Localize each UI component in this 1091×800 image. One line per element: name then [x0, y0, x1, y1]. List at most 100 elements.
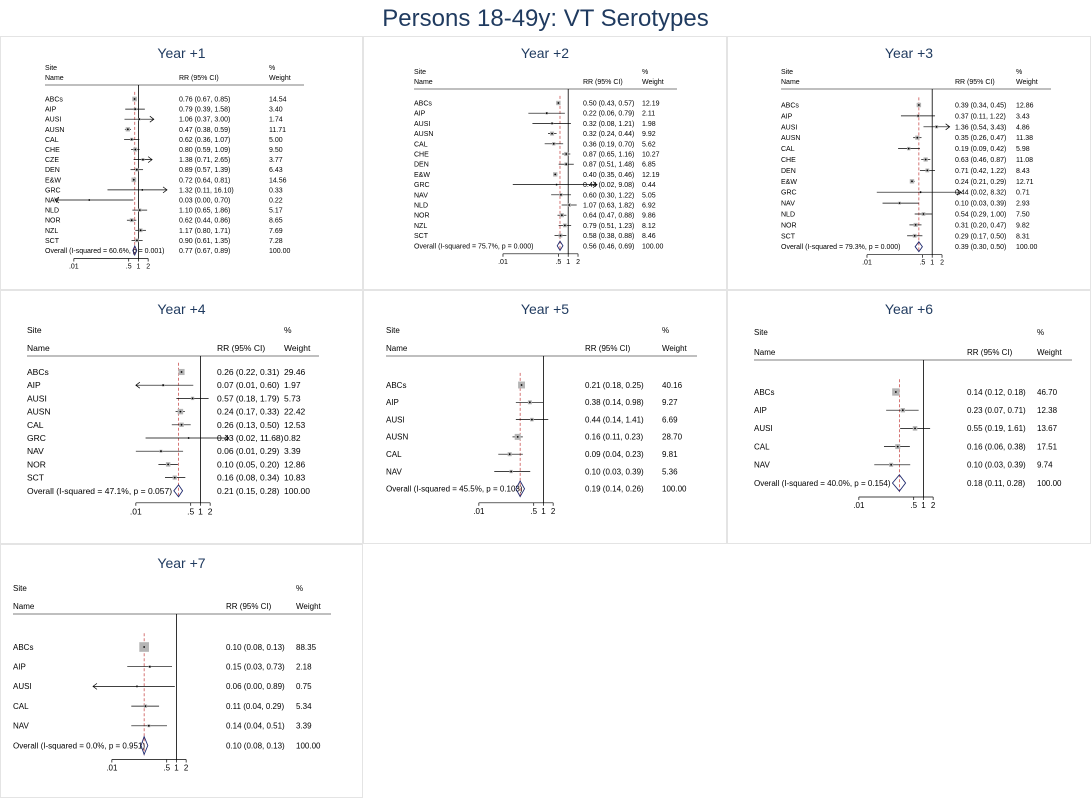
weight-text: 1.97 — [284, 380, 301, 390]
point-estimate — [896, 445, 899, 448]
site-label: CAL — [45, 137, 59, 144]
rr-ci-text: 1.07 (0.63, 1.82) — [583, 202, 634, 209]
site-label: NAV — [414, 192, 428, 199]
weight-text: 7.28 — [269, 238, 283, 245]
point-estimate — [917, 115, 920, 117]
weight-text: 3.77 — [269, 157, 283, 164]
x-tick-label: .01 — [853, 501, 865, 510]
site-label: GRC — [27, 433, 46, 443]
site-label: ABCs — [386, 381, 406, 390]
site-label: E&W — [45, 177, 61, 184]
header-weight: Weight — [1016, 79, 1038, 86]
site-label: AIP — [414, 111, 426, 118]
overall-rr-text: 0.10 (0.08, 0.13) — [226, 741, 285, 750]
rr-ci-text: 0.10 (0.05, 0.20) — [217, 459, 280, 469]
forest-panel-year-1: Year +1 Site Name RR (95% CI)% Weight ABCs 0.7… — [0, 36, 363, 290]
forest-panel-year-3: Year +3 Site Name RR (95% CI)% Weight ABCs 0.3… — [727, 36, 1091, 290]
point-estimate — [187, 437, 190, 439]
weight-text: 9.92 — [642, 131, 656, 138]
site-label: AUSN — [781, 135, 800, 142]
header-weight: Weight — [642, 79, 664, 86]
ci-arrow-right — [149, 115, 155, 123]
rr-ci-text: 0.44 (0.14, 1.41) — [585, 415, 644, 424]
x-tick-label: 1 — [921, 501, 926, 510]
weight-text: 2.18 — [296, 663, 312, 672]
site-label: NOR — [27, 459, 46, 469]
rr-ci-text: 0.03 (0.00, 0.70) — [179, 197, 230, 204]
weight-text: 0.75 — [296, 682, 312, 691]
header-rr: RR (95% CI) — [967, 348, 1013, 357]
header-site: Site — [781, 69, 793, 76]
site-label: NZL — [414, 223, 427, 230]
rr-ci-text: 0.14 (0.12, 0.18) — [967, 388, 1026, 397]
site-label: E&W — [414, 172, 430, 179]
site-label: NOR — [781, 222, 797, 229]
header-name: Name — [27, 343, 50, 353]
forest-plot-svg: Site Name RR (95% CI)% Weight ABCs 0.26 (0.22… — [27, 325, 319, 516]
rr-ci-text: 0.16 (0.08, 0.34) — [217, 473, 280, 483]
x-tick-label: .01 — [498, 259, 508, 266]
rr-ci-text: 0.15 (0.03, 0.73) — [226, 663, 285, 672]
x-tick-label: 2 — [184, 764, 189, 773]
site-label: NLD — [781, 211, 795, 218]
rr-ci-text: 0.54 (0.29, 1.00) — [955, 211, 1006, 218]
rr-ci-text: 0.40 (0.35, 0.46) — [583, 172, 634, 179]
header-percent: % — [284, 325, 292, 335]
point-estimate — [138, 118, 141, 121]
site-label: AUSI — [414, 121, 430, 128]
rr-ci-text: 0.79 (0.39, 1.58) — [179, 107, 230, 114]
rr-ci-text: 0.32 (0.08, 1.21) — [583, 121, 634, 128]
point-estimate — [138, 209, 141, 212]
header-site: Site — [386, 326, 400, 335]
point-estimate — [554, 173, 557, 176]
panel-title: Year +1 — [157, 45, 206, 61]
x-tick-label: .5 — [187, 506, 194, 516]
weight-text: 5.73 — [284, 393, 301, 403]
header-rr: RR (95% CI) — [585, 344, 631, 353]
weight-text: 1.98 — [642, 121, 656, 128]
overall-diamond — [132, 244, 138, 257]
x-tick-label: 2 — [146, 264, 150, 271]
rr-ci-text: 0.10 (0.03, 0.39) — [585, 467, 644, 476]
point-estimate — [924, 158, 927, 161]
site-label: CAL — [13, 702, 29, 711]
site-label: NAV — [27, 446, 44, 456]
forest-plot-svg: Site Name RR (95% CI)% Weight ABCs 0.14 (0.12… — [754, 328, 1072, 510]
panel-title: Year +3 — [884, 45, 934, 61]
point-estimate — [545, 112, 548, 115]
site-label: CAL — [27, 420, 44, 430]
point-estimate — [551, 122, 553, 125]
x-tick-label: .01 — [69, 264, 79, 271]
forest-panel-year-7: Year +7 Site Name RR (95% CI)% Weight ABCs 0.1… — [0, 544, 363, 798]
weight-text: 4.86 — [1016, 124, 1030, 131]
overall-diamond — [140, 735, 149, 756]
site-label: GRC — [414, 182, 430, 189]
point-estimate — [890, 463, 893, 466]
weight-text: 5.62 — [642, 141, 656, 148]
site-label: AUSN — [386, 433, 408, 442]
site-label: NOR — [45, 218, 61, 225]
weight-text: 12.86 — [284, 459, 306, 469]
rr-ci-text: 0.71 (0.42, 1.22) — [955, 168, 1006, 175]
rr-ci-text: 1.36 (0.54, 3.43) — [955, 124, 1006, 131]
header-weight: Weight — [269, 75, 291, 82]
rr-ci-text: 0.22 (0.06, 0.79) — [583, 111, 634, 118]
point-estimate — [130, 138, 133, 141]
overall-rr-text: 0.18 (0.11, 0.28) — [967, 479, 1025, 488]
site-label: NOR — [414, 213, 430, 220]
point-estimate — [528, 401, 531, 404]
rr-ci-text: 0.80 (0.59, 1.09) — [179, 147, 230, 154]
overall-weight-text: 100.00 — [284, 486, 310, 496]
point-estimate — [922, 213, 925, 215]
point-estimate — [559, 234, 562, 237]
x-tick-label: .5 — [555, 259, 561, 266]
weight-text: 14.54 — [269, 96, 287, 103]
rr-ci-text: 1.17 (0.80, 1.71) — [179, 228, 230, 235]
overall-diamond — [914, 241, 923, 253]
point-estimate — [191, 397, 194, 400]
ci-arrow-right — [956, 188, 962, 196]
rr-ci-text: 0.50 (0.43, 0.57) — [583, 100, 634, 107]
point-estimate — [935, 125, 938, 128]
weight-text: 6.69 — [662, 415, 678, 424]
weight-text: 3.39 — [296, 722, 312, 731]
